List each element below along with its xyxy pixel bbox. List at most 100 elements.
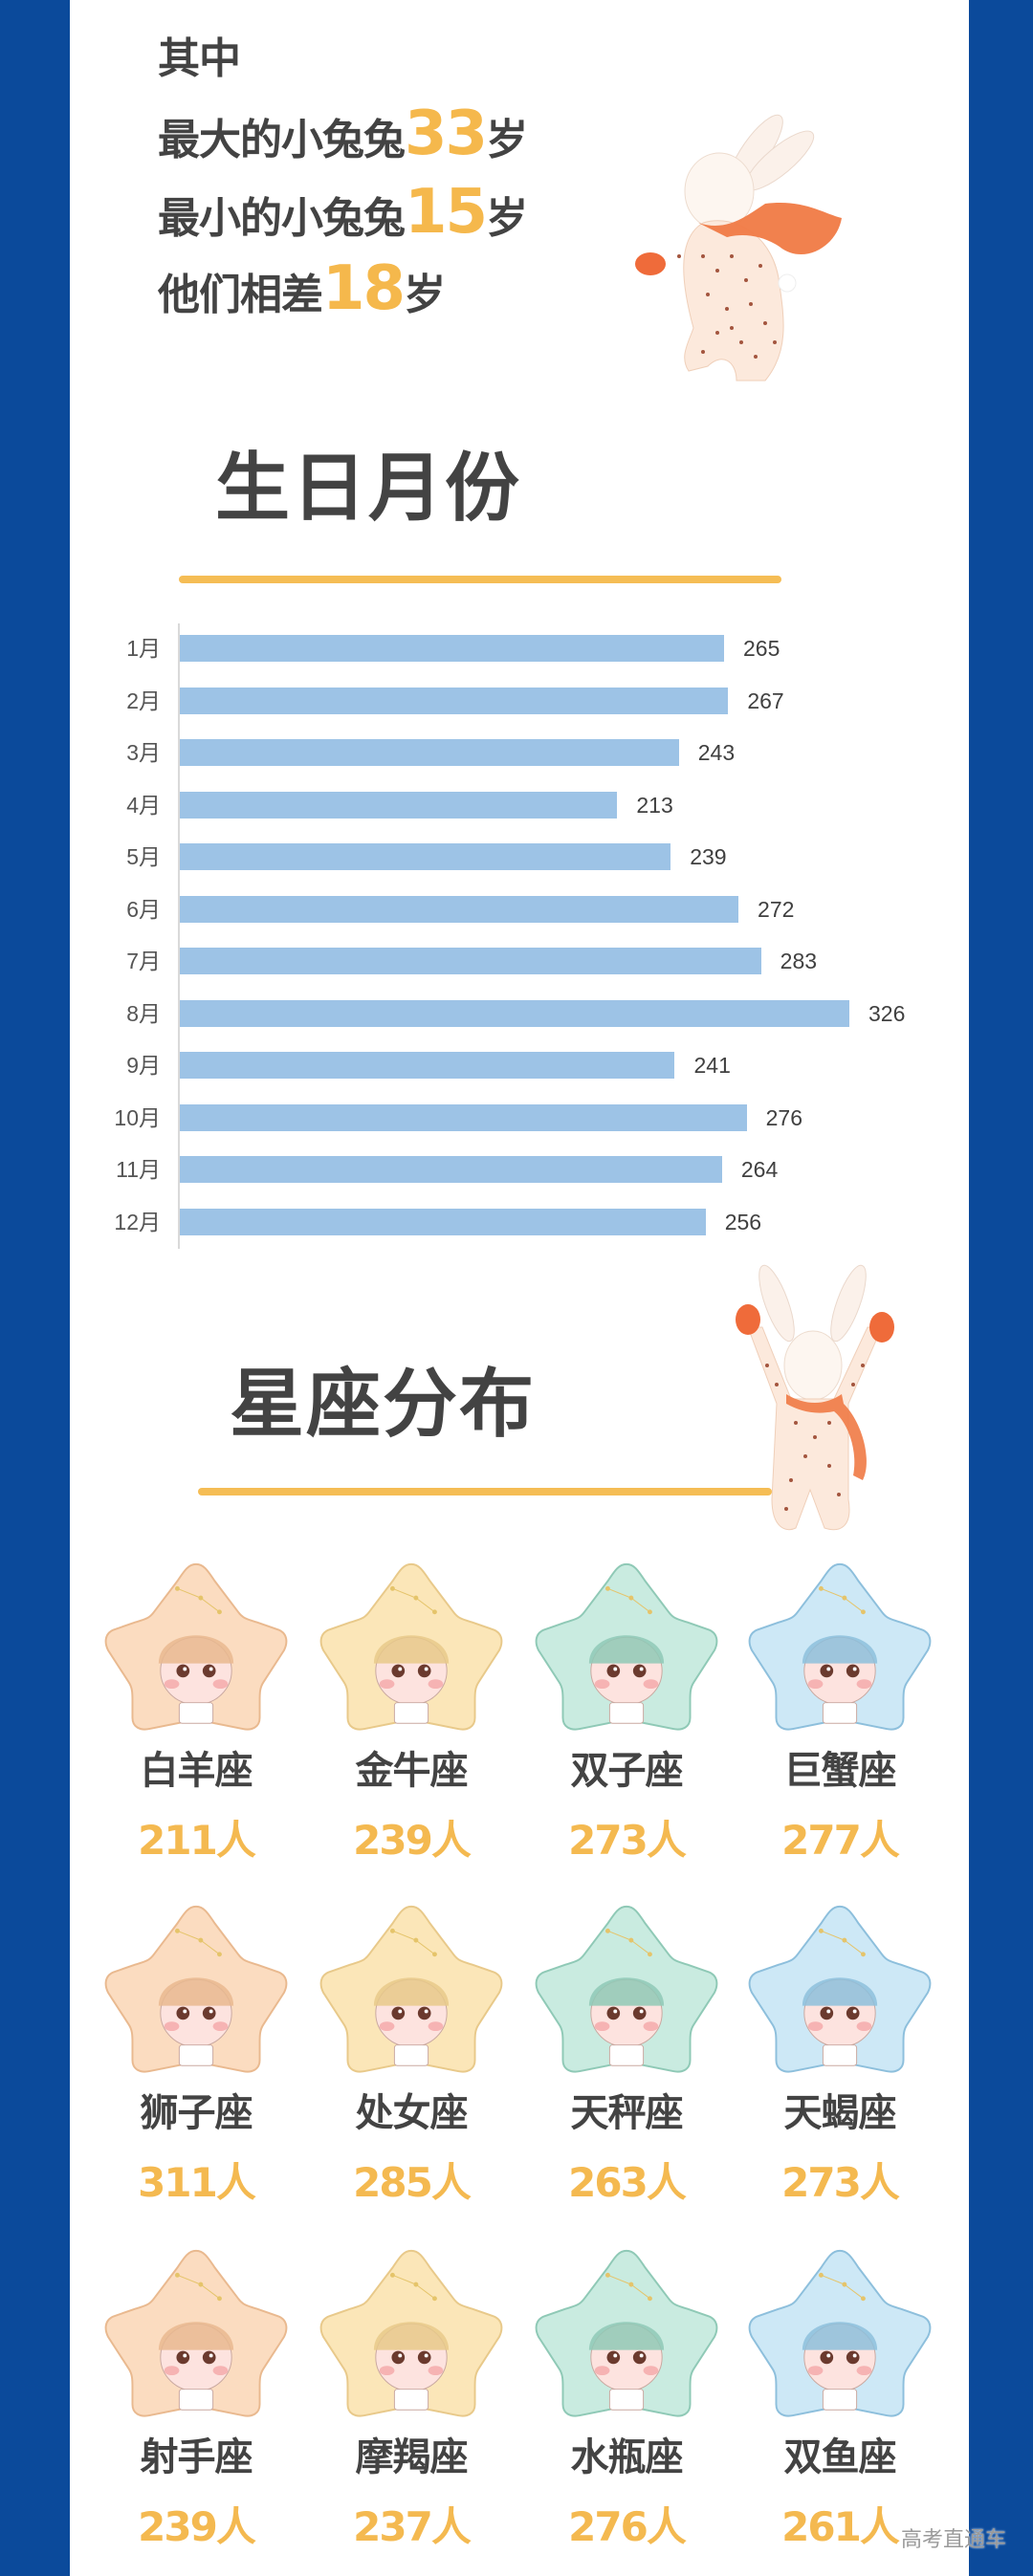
zodiac-name: 摩羯座 [355,2435,469,2479]
zodiac-count: 261人 [781,2503,900,2550]
zodiac-character-icon [319,1905,503,2073]
bar [180,1208,706,1235]
zodiac-character-icon [535,2249,718,2417]
difference-unit: 岁 [404,271,446,319]
bar [180,635,725,662]
youngest-age: 15 [405,177,488,248]
difference-label: 他们相差 [158,271,323,319]
zodiac-count: 239人 [353,1817,472,1864]
intro-heading-text: 其中 [158,34,241,83]
zodiac-name: 白羊座 [140,1749,253,1793]
bar-value-label: 264 [740,1157,779,1182]
bar-category-label: 1月 [126,636,161,661]
birthday-title-underline [179,576,781,583]
bar-value-label: 265 [743,636,780,661]
bar-category-label: 9月 [126,1053,161,1078]
bar-row: 11月 264 [0,1156,956,1183]
oldest-age: 33 [405,98,488,169]
bar-value-label: 239 [690,844,727,869]
zodiac-character-icon [319,1562,503,1731]
zodiac-name: 射手座 [140,2435,253,2479]
zodiac-count: 239人 [138,2503,256,2550]
zodiac-character-icon [104,1562,288,1731]
zodiac-character-icon [104,1905,288,2073]
bar-row: 3月 243 [0,739,956,766]
zodiac-count: 311人 [138,2159,256,2206]
bar-value-label: 326 [868,1000,906,1026]
bar-category-label: 6月 [126,896,161,922]
zodiac-name: 双鱼座 [783,2435,897,2479]
bar [180,1052,675,1079]
zodiac-character-icon [748,1905,932,2073]
bar-value-label: 243 [697,740,736,765]
bar-row: 4月 213 [0,791,956,819]
bar-category-label: 7月 [126,949,161,973]
zodiac-count: 237人 [353,2503,472,2550]
zodiac-name: 水瓶座 [570,2435,684,2479]
bar-value-label: 276 [765,1104,802,1130]
cheering-rabbit-illustration [736,1264,894,1531]
zodiac-name: 天蝎座 [783,2091,897,2135]
intro-heading: 其中 [158,38,241,80]
zodiac-character-icon [319,2249,503,2417]
bar-value-label: 272 [758,896,795,922]
oldest-label: 最大的小兔兔 [158,116,406,164]
birthday-section-title: 生日月份 [215,446,522,532]
bar-row: 10月 276 [0,1103,956,1131]
chart-y-axis [178,623,180,1249]
bar-row: 1月 265 [0,635,956,662]
content-panel [70,0,969,2576]
bar-category-label: 12月 [114,1209,161,1234]
zodiac-section-title: 星座分布 [230,1362,537,1448]
zodiac-count: 211人 [138,1817,256,1864]
bar-category-label: 3月 [126,740,161,765]
zodiac-name: 金牛座 [355,1749,469,1793]
zodiac-count: 277人 [781,1817,900,1864]
bar [180,791,618,819]
bar [180,895,739,923]
intro-youngest: 最小的小兔兔15岁 [158,182,528,243]
running-rabbit-illustration [635,114,842,382]
oldest-unit: 岁 [486,116,528,164]
bar [180,687,729,714]
intro-difference: 他们相差18岁 [158,258,446,319]
youngest-label: 最小的小兔兔 [158,194,406,243]
zodiac-character-icon [535,1905,718,2073]
bar-row: 8月 326 [0,999,956,1027]
zodiac-character-icon [748,1562,932,1731]
bar-value-label: 213 [636,792,673,818]
bar-category-label: 2月 [126,688,161,713]
bar [180,1156,722,1183]
zodiac-character-icon [535,1562,718,1731]
bar [180,739,679,766]
bar [180,948,761,974]
bar-value-label: 241 [693,1053,731,1078]
zodiac-count: 273人 [568,1817,687,1864]
zodiac-name: 处女座 [355,2091,469,2135]
bar-category-label: 8月 [126,1000,161,1026]
bar-value-label: 283 [780,949,818,973]
bar-row: 6月 272 [0,895,956,923]
zodiac-character-icon [748,2249,932,2417]
bar [180,999,849,1027]
zodiac-character-icon [104,2249,288,2417]
age-difference: 18 [322,253,406,324]
bar-category-label: 5月 [126,844,161,869]
bar-category-label: 11月 [116,1157,161,1182]
bar-row: 9月 241 [0,1052,956,1079]
bar-row: 12月 256 [0,1208,956,1235]
zodiac-name: 巨蟹座 [783,1749,897,1793]
zodiac-name: 天秤座 [570,2091,684,2135]
zodiac-count: 276人 [568,2503,687,2550]
bar-category-label: 10月 [114,1104,161,1130]
zodiac-count: 263人 [568,2159,687,2206]
zodiac-count: 285人 [353,2159,472,2206]
zodiac-name: 双子座 [570,1749,684,1793]
bar [180,1103,747,1131]
bar-row: 7月 283 [0,948,956,974]
watermark: 高考直通车 [901,2527,1007,2551]
bar-value-label: 256 [724,1209,762,1234]
bar [180,843,671,870]
zodiac-count: 273人 [781,2159,900,2206]
intro-oldest: 最大的小兔兔33岁 [158,103,528,164]
